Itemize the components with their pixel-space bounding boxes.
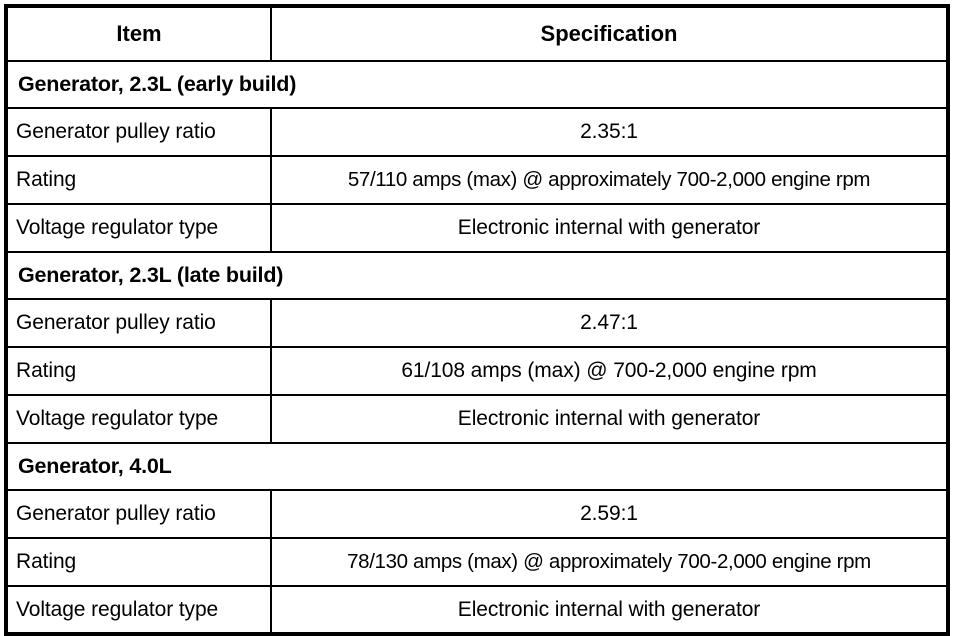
table-row: Rating 61/108 amps (max) @ 700-2,000 engi…: [5, 346, 949, 396]
row-item-label: Rating: [5, 346, 272, 396]
row-specification-value: 57/110 amps (max) @ approximately 700-2,…: [270, 155, 949, 205]
row-specification-value: Electronic internal with generator: [270, 203, 949, 253]
group-header-label: Generator, 4.0L: [5, 442, 949, 491]
group-header-label: Generator, 2.3L (late build): [5, 251, 949, 300]
table-group-header-row: Generator, 2.3L (early build): [5, 60, 949, 109]
table-row: Voltage regulator type Electronic interna…: [5, 394, 949, 444]
table-row: Voltage regulator type Electronic interna…: [5, 203, 949, 253]
table-row: Voltage regulator type Electronic interna…: [5, 585, 949, 635]
table-row: Rating 57/110 amps (max) @ approximately …: [5, 155, 949, 205]
table-row: Generator pulley ratio 2.59:1: [5, 489, 949, 539]
column-header-item: Item: [5, 5, 272, 62]
table-body: Generator, 2.3L (early build) Generator p…: [5, 60, 949, 635]
row-item-label: Voltage regulator type: [5, 585, 272, 635]
row-item-label: Voltage regulator type: [5, 203, 272, 253]
row-item-label: Generator pulley ratio: [5, 489, 272, 539]
row-item-label: Generator pulley ratio: [5, 107, 272, 157]
row-specification-value: Electronic internal with generator: [270, 585, 949, 635]
specification-table: Item Specification Generator, 2.3L (earl…: [4, 4, 950, 636]
table-row: Generator pulley ratio 2.47:1: [5, 298, 949, 348]
table-group-header-row: Generator, 2.3L (late build): [5, 251, 949, 300]
row-specification-value: 61/108 amps (max) @ 700-2,000 engine rpm: [270, 346, 949, 396]
row-specification-value: 2.59:1: [270, 489, 949, 539]
table-group-header-row: Generator, 4.0L: [5, 442, 949, 491]
row-specification-value: 78/130 amps (max) @ approximately 700-2,…: [270, 537, 949, 587]
table-row: Generator pulley ratio 2.35:1: [5, 107, 949, 157]
group-header-label: Generator, 2.3L (early build): [5, 60, 949, 109]
column-header-specification: Specification: [270, 5, 949, 62]
row-specification-value: 2.35:1: [270, 107, 949, 157]
table-row: Rating 78/130 amps (max) @ approximately …: [5, 537, 949, 587]
row-item-label: Generator pulley ratio: [5, 298, 272, 348]
row-item-label: Voltage regulator type: [5, 394, 272, 444]
row-item-label: Rating: [5, 537, 272, 587]
table-header: Item Specification: [5, 5, 949, 62]
row-specification-value: Electronic internal with generator: [270, 394, 949, 444]
row-specification-value: 2.47:1: [270, 298, 949, 348]
table-header-row: Item Specification: [5, 5, 949, 62]
row-item-label: Rating: [5, 155, 272, 205]
